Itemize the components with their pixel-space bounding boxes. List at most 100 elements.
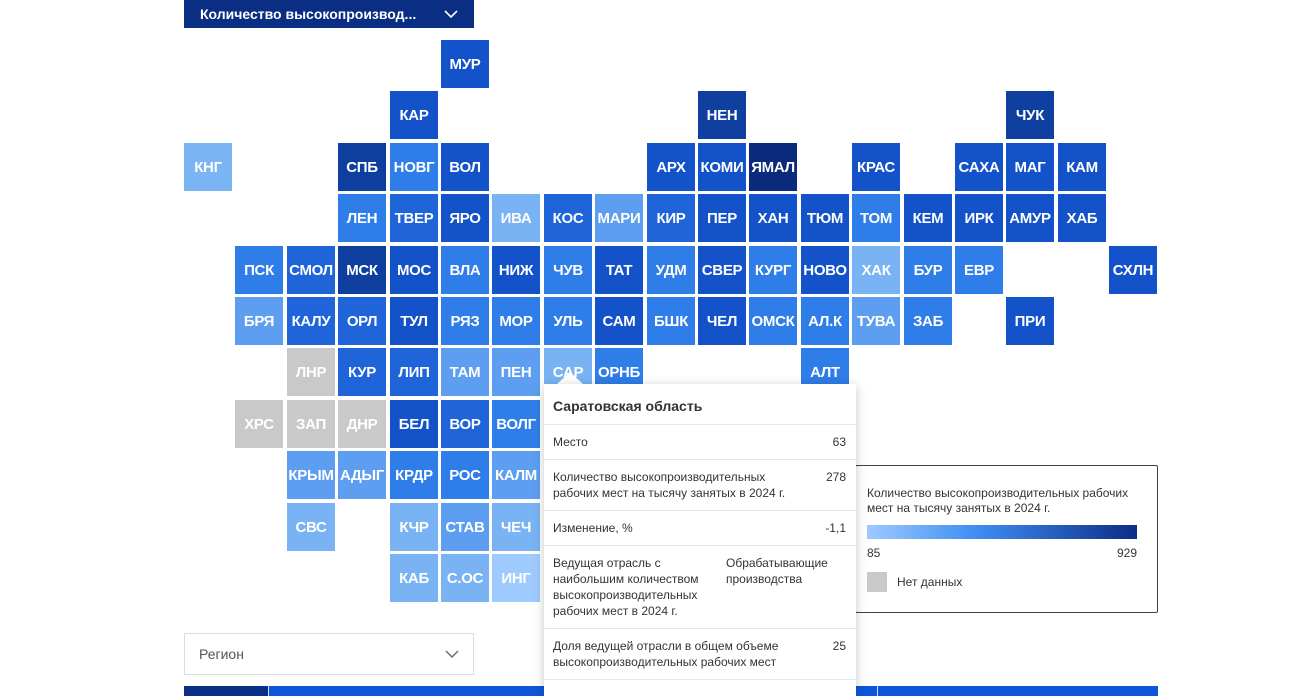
region-tile[interactable]: БЕЛ (390, 400, 438, 448)
region-tile[interactable]: САХА (955, 143, 1003, 191)
region-tile[interactable]: САМ (595, 297, 643, 345)
region-tile[interactable]: КАР (390, 91, 438, 139)
region-tile[interactable]: ПСК (235, 246, 283, 294)
region-tile[interactable]: ХАБ (1058, 194, 1106, 242)
region-tile[interactable]: ЛИП (390, 348, 438, 396)
region-tile[interactable]: МАГ (1006, 143, 1054, 191)
region-tile[interactable]: КАМ (1058, 143, 1106, 191)
region-tile[interactable]: ВОР (441, 400, 489, 448)
region-tile[interactable]: АЛ.К (801, 297, 849, 345)
region-tile[interactable]: КУРГ (749, 246, 797, 294)
region-tile[interactable]: РОС (441, 451, 489, 499)
no-data-swatch (867, 572, 887, 592)
tooltip-row-rank: Место 63 (544, 425, 856, 460)
region-tile[interactable]: СПБ (338, 143, 386, 191)
region-tile[interactable]: СМОЛ (287, 246, 335, 294)
region-tile[interactable]: КАЛУ (287, 297, 335, 345)
region-tile[interactable]: БУР (904, 246, 952, 294)
region-select[interactable]: Регион (184, 633, 474, 675)
region-tile[interactable]: КНГ (184, 143, 232, 191)
region-tile[interactable]: ЛЕН (338, 194, 386, 242)
region-tile[interactable]: ЛНР (287, 348, 335, 396)
tooltip-value: -1,1 (825, 521, 846, 535)
region-tile[interactable]: ИВА (492, 194, 540, 242)
region-tile[interactable]: КРДР (390, 451, 438, 499)
region-tile[interactable]: НИЖ (492, 246, 540, 294)
region-tile[interactable]: ТАМ (441, 348, 489, 396)
region-tile[interactable]: ТУВА (852, 297, 900, 345)
region-tile[interactable]: ЯРО (441, 194, 489, 242)
region-tile[interactable]: СТАВ (441, 503, 489, 551)
tooltip-key: Место (553, 435, 588, 449)
region-tile[interactable]: КЕМ (904, 194, 952, 242)
bottom-tab-active[interactable] (184, 686, 268, 696)
tooltip-row-industry: Ведущая отрасль с наибольшим количеством… (544, 546, 856, 629)
region-tile[interactable]: ЧЕЧ (492, 503, 540, 551)
region-tile[interactable]: СВС (287, 503, 335, 551)
legend-max: 929 (1116, 546, 1137, 560)
region-tile[interactable]: МОР (492, 297, 540, 345)
region-tile[interactable]: АМУР (1006, 194, 1054, 242)
region-tile[interactable]: КИР (647, 194, 695, 242)
region-tile[interactable]: ВЛА (441, 246, 489, 294)
region-tile[interactable]: АДЫГ (338, 451, 386, 499)
region-tile[interactable]: ЯМАЛ (749, 143, 797, 191)
region-tile[interactable]: КУР (338, 348, 386, 396)
tooltip-title: Саратовская область (544, 384, 856, 425)
region-tile[interactable]: БШК (647, 297, 695, 345)
region-tile[interactable]: ХРС (235, 400, 283, 448)
region-tile[interactable]: ПРИ (1006, 297, 1054, 345)
region-select-label: Регион (199, 646, 244, 662)
region-tile[interactable]: ЧУВ (544, 246, 592, 294)
region-tile[interactable]: КАЛМ (492, 451, 540, 499)
region-tile[interactable]: ТУЛ (390, 297, 438, 345)
region-tile[interactable]: АРХ (647, 143, 695, 191)
region-tile[interactable]: УДМ (647, 246, 695, 294)
indicator-select-label: Количество высокопроизвод... (200, 6, 417, 22)
region-tile[interactable]: ОМСК (749, 297, 797, 345)
tooltip-arrow (556, 372, 584, 385)
region-tile[interactable]: УЛЬ (544, 297, 592, 345)
region-tile[interactable]: НЕН (698, 91, 746, 139)
region-tile[interactable]: МАРИ (595, 194, 643, 242)
region-tile[interactable]: ЕВР (955, 246, 1003, 294)
region-tile[interactable]: КАБ (390, 554, 438, 602)
region-tile[interactable]: НОВО (801, 246, 849, 294)
region-tile[interactable]: ПЕР (698, 194, 746, 242)
region-tile[interactable]: РЯЗ (441, 297, 489, 345)
region-tile[interactable]: СХЛН (1109, 246, 1157, 294)
chevron-down-icon (445, 650, 459, 658)
region-tile[interactable]: ЧЕЛ (698, 297, 746, 345)
region-tile[interactable]: СВЕР (698, 246, 746, 294)
region-tile[interactable]: ИНГ (492, 554, 540, 602)
region-tile[interactable]: ТВЕР (390, 194, 438, 242)
region-tile[interactable]: ДНР (338, 400, 386, 448)
tooltip-key: Ведущая отрасль с наибольшим количеством… (553, 556, 699, 618)
region-tile[interactable]: ЗАП (287, 400, 335, 448)
region-tile[interactable]: ОРЛ (338, 297, 386, 345)
region-tile[interactable]: МУР (441, 40, 489, 88)
bottom-tab-divider (268, 686, 269, 696)
region-tile[interactable]: ХАК (852, 246, 900, 294)
region-tile[interactable]: КЧР (390, 503, 438, 551)
region-tile[interactable]: ИРК (955, 194, 1003, 242)
region-tile[interactable]: ТЮМ (801, 194, 849, 242)
region-tile[interactable]: КРЫМ (287, 451, 335, 499)
region-tile[interactable]: ТОМ (852, 194, 900, 242)
region-tile[interactable]: ХАН (749, 194, 797, 242)
region-tile[interactable]: МСК (338, 246, 386, 294)
region-tile[interactable]: ЗАБ (904, 297, 952, 345)
indicator-select[interactable]: Количество высокопроизвод... (184, 0, 474, 28)
region-tile[interactable]: БРЯ (235, 297, 283, 345)
region-tile[interactable]: ВОЛГ (492, 400, 540, 448)
region-tile[interactable]: ЧУК (1006, 91, 1054, 139)
region-tile[interactable]: КОС (544, 194, 592, 242)
region-tile[interactable]: С.ОС (441, 554, 489, 602)
region-tile[interactable]: НОВГ (390, 143, 438, 191)
region-tile[interactable]: КРАС (852, 143, 900, 191)
region-tile[interactable]: МОС (390, 246, 438, 294)
region-tile[interactable]: ПЕН (492, 348, 540, 396)
region-tile[interactable]: КОМИ (698, 143, 746, 191)
region-tile[interactable]: ВОЛ (441, 143, 489, 191)
region-tile[interactable]: ТАТ (595, 246, 643, 294)
